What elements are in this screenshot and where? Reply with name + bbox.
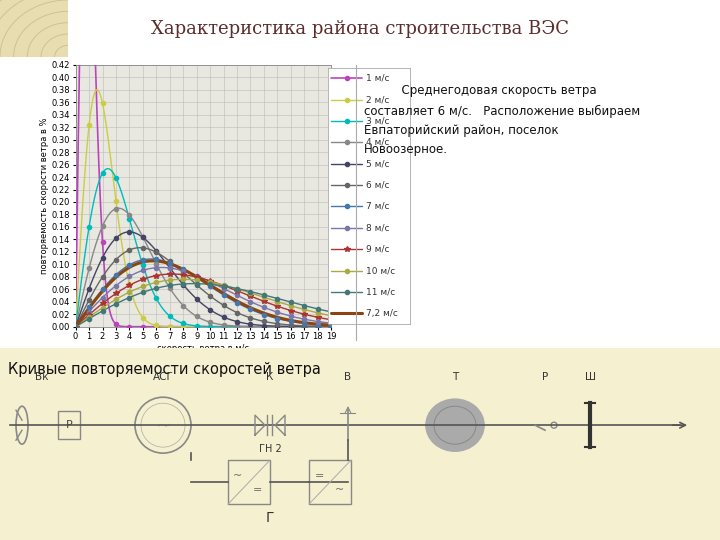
Text: Т: Т [452,372,458,382]
Text: 1 м/с: 1 м/с [366,73,390,83]
Text: 4 м/с: 4 м/с [366,138,389,147]
Text: Евпаторийский район, поселок: Евпаторийский район, поселок [364,124,558,137]
Text: Вк: Вк [35,372,49,382]
Text: =: = [315,471,324,481]
Ellipse shape [426,399,484,451]
Text: Р: Р [542,372,548,382]
Text: ~: ~ [156,416,170,434]
Text: 7 м/с: 7 м/с [366,202,390,211]
Text: Новоозерное.: Новоозерное. [364,143,448,156]
Text: 6 м/с: 6 м/с [366,180,390,190]
Text: 10 м/с: 10 м/с [366,266,395,275]
Text: Среднегодовая скорость ветра: Среднегодовая скорость ветра [364,84,596,97]
Text: Характеристика района строительства ВЭС: Характеристика района строительства ВЭС [151,20,569,38]
Text: 11 м/с: 11 м/с [366,287,395,296]
Text: АСГ: АСГ [153,372,174,382]
Text: 9 м/с: 9 м/с [366,245,390,254]
Text: =: = [253,485,263,495]
Text: Г: Г [266,511,274,525]
Text: ~: ~ [334,485,343,495]
Text: 2 м/с: 2 м/с [366,95,389,104]
Text: К: К [266,372,274,382]
Text: 3 м/с: 3 м/с [366,117,390,125]
Text: ~: ~ [233,471,243,481]
X-axis label: скорость ветра в м/с: скорость ветра в м/с [158,344,249,353]
Text: составляет 6 м/с.   Расположение выбираем: составляет 6 м/с. Расположение выбираем [364,105,640,118]
Y-axis label: повторяемость скорости ветра в %: повторяемость скорости ветра в % [40,118,49,274]
Text: Ш: Ш [585,372,595,382]
Text: ГН 2: ГН 2 [258,444,282,454]
Text: 5 м/с: 5 м/с [366,159,390,168]
Text: Р: Р [66,420,73,430]
Text: 8 м/с: 8 м/с [366,224,390,232]
Text: В: В [344,372,351,382]
Text: Кривые повторяемости скоростей ветра: Кривые повторяемости скоростей ветра [8,362,321,377]
Text: 7,2 м/с: 7,2 м/с [366,309,397,318]
